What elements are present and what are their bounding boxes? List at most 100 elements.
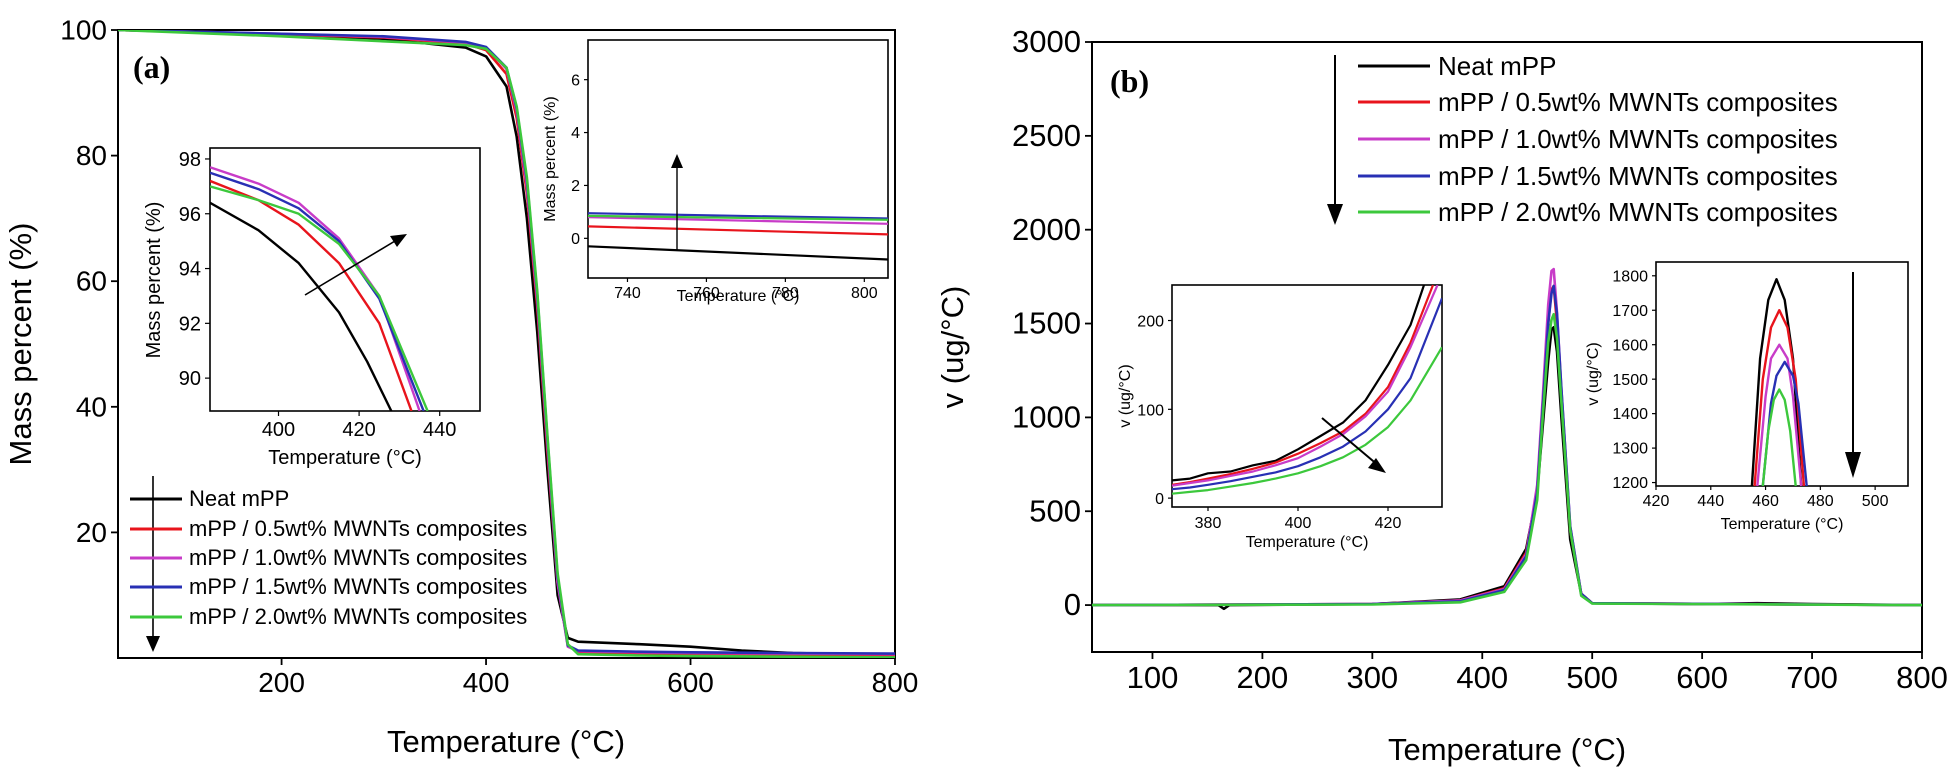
inset-a1-y-label: Mass percent (%) <box>143 202 165 359</box>
x-tick-label: 420 <box>1375 515 1402 532</box>
y-tick-label: 1200 <box>1612 475 1648 492</box>
x-tick-label: 400 <box>262 419 295 441</box>
y-tick-label: 0 <box>1064 587 1081 622</box>
series-line <box>1172 346 1442 495</box>
series-line <box>210 171 425 411</box>
y-tick-label: 500 <box>1029 493 1081 528</box>
inset-b2-frame <box>1655 261 1909 487</box>
panel-a-series <box>118 30 895 658</box>
legend-label: mPP / 2.0wt% MWNTs composites <box>189 604 527 629</box>
x-tick-label: 440 <box>423 419 456 441</box>
x-tick-label: 400 <box>1456 660 1508 695</box>
legend-label: mPP / 1.0wt% MWNTs composites <box>1438 124 1838 154</box>
panel-a-letter: (a) <box>133 49 170 85</box>
legend-item: mPP / 0.5wt% MWNTs composites <box>130 516 527 541</box>
panel-a-x-label: Temperature (°C) <box>387 724 625 759</box>
inset-b1-y-label: v (ug/°C) <box>1117 364 1134 427</box>
inset-b2-x-label: Temperature (°C) <box>1721 516 1844 533</box>
series-line <box>588 212 888 220</box>
x-tick-label: 300 <box>1346 660 1398 695</box>
x-tick-label: 460 <box>1752 493 1779 510</box>
legend-label: mPP / 2.0wt% MWNTs composites <box>1438 197 1838 227</box>
x-tick-label: 100 <box>1127 660 1179 695</box>
panel-b-series <box>1092 267 1922 611</box>
inset-a2-y-label: Mass percent (%) <box>542 96 559 221</box>
inset-b2-arrow-head <box>1845 452 1861 478</box>
panel-a-inset-onset: 400 420 440 90 92 94 96 98 Temperature (°C) Mas… <box>143 147 481 469</box>
legend-item: mPP / 1.5wt% MWNTs composites <box>130 574 527 599</box>
panel-b-x-label: Temperature (°C) <box>1388 732 1626 767</box>
inset-a2-arrow-head <box>671 154 683 168</box>
y-tick-label: 40 <box>76 391 107 422</box>
y-tick-label: 2500 <box>1012 118 1081 153</box>
legend-label: mPP / 1.5wt% MWNTs composites <box>1438 161 1838 191</box>
x-tick-label: 800 <box>1896 660 1948 695</box>
y-tick-label: 98 <box>179 149 201 171</box>
panel-b-y-label: v (ug/°C) <box>935 286 970 409</box>
y-tick-label: 6 <box>571 72 580 89</box>
inset-b2-y-label: v (ug/°C) <box>1585 342 1602 405</box>
y-tick-label: 1500 <box>1012 306 1081 341</box>
y-tick-label: 92 <box>179 313 201 335</box>
x-tick-label: 600 <box>1676 660 1728 695</box>
x-tick-label: 800 <box>872 667 919 698</box>
x-tick-label: 440 <box>1697 493 1724 510</box>
inset-a2-x-label: Temperature (°C) <box>677 288 800 305</box>
x-tick-label: 800 <box>851 285 878 302</box>
legend-item: mPP / 0.5wt% MWNTs composites <box>1358 87 1838 117</box>
y-tick-label: 1600 <box>1612 337 1648 354</box>
y-tick-label: 2 <box>571 178 580 195</box>
y-tick-label: 200 <box>1137 313 1164 330</box>
legend-item: Neat mPP <box>130 486 289 511</box>
legend-label: mPP / 0.5wt% MWNTs composites <box>1438 87 1838 117</box>
inset-b2-series <box>1750 278 1808 486</box>
x-tick-label: 400 <box>1285 515 1312 532</box>
x-tick-label: 700 <box>1786 660 1838 695</box>
y-tick-label: 1300 <box>1612 441 1648 458</box>
series-line <box>588 225 888 236</box>
panel-b-plot-frame <box>1091 41 1923 653</box>
inset-a1-ticks: 400 420 440 90 92 94 96 98 <box>179 149 457 441</box>
legend-item: mPP / 1.5wt% MWNTs composites <box>1358 161 1838 191</box>
legend-label: mPP / 0.5wt% MWNTs composites <box>189 516 527 541</box>
x-tick-label: 400 <box>463 667 510 698</box>
series-line <box>588 216 888 225</box>
series-line <box>1172 285 1435 486</box>
series-line <box>210 201 393 411</box>
y-tick-label: 4 <box>571 125 580 142</box>
series-line <box>1172 285 1426 482</box>
inset-a2-frame <box>587 39 889 279</box>
series-line <box>1172 285 1439 487</box>
panel-b-inset-onset: 380 400 420 0 100 200 Temperature (°C) v (ug/… <box>1117 284 1443 551</box>
panel-a-plot-frame <box>117 29 896 659</box>
panel-b-inset-peak: 420 440 460 480 500 1200 1300 1400 1500 1600 1700 1… <box>1585 261 1909 533</box>
series-line <box>1761 360 1808 486</box>
y-tick-label: 100 <box>1137 402 1164 419</box>
y-tick-label: 20 <box>76 517 107 548</box>
x-tick-label: 500 <box>1566 660 1618 695</box>
y-tick-label: 100 <box>60 14 107 45</box>
y-tick-label: 1800 <box>1612 268 1648 285</box>
y-tick-label: 2000 <box>1012 212 1081 247</box>
inset-a1-x-label: Temperature (°C) <box>268 447 422 469</box>
inset-a1-arrow-head <box>390 234 407 247</box>
inset-a1-series <box>210 166 429 411</box>
legend-item: mPP / 1.0wt% MWNTs composites <box>1358 124 1838 154</box>
x-tick-label: 760 <box>693 285 720 302</box>
y-tick-label: 90 <box>179 368 201 390</box>
y-tick-label: 3000 <box>1012 24 1081 59</box>
y-tick-label: 94 <box>179 259 201 281</box>
y-tick-label: 1700 <box>1612 303 1648 320</box>
inset-b1-series <box>1172 285 1442 495</box>
series-line <box>1172 297 1442 491</box>
legend-label: Neat mPP <box>1438 51 1557 81</box>
y-tick-label: 1400 <box>1612 406 1648 423</box>
series-line <box>1092 312 1922 607</box>
y-tick-label: 1500 <box>1612 372 1648 389</box>
series-line <box>118 30 895 658</box>
x-tick-label: 780 <box>772 285 799 302</box>
x-tick-label: 500 <box>1862 493 1889 510</box>
legend-item: mPP / 2.0wt% MWNTs composites <box>1358 197 1838 227</box>
x-tick-label: 420 <box>342 419 375 441</box>
